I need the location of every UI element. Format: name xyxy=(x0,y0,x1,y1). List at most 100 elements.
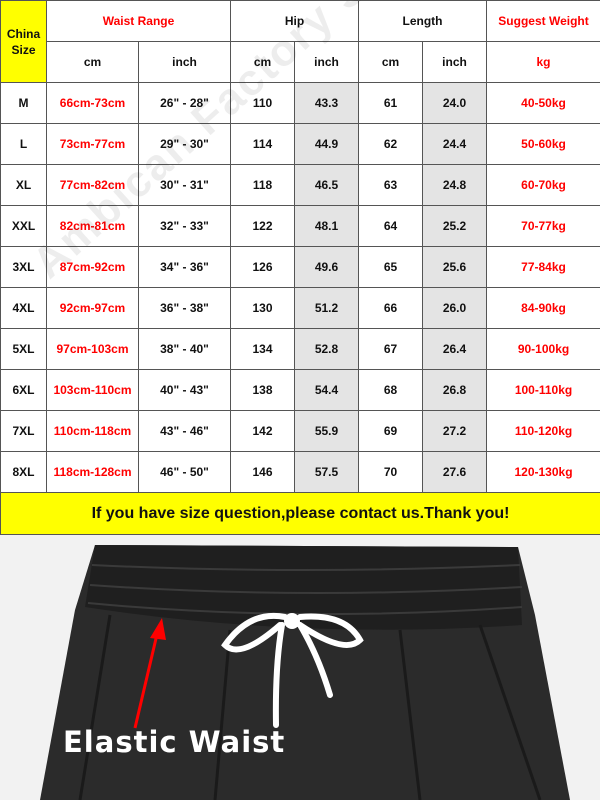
hip-inch-cell: 52.8 xyxy=(294,328,360,370)
hip-inch-cell: 48.1 xyxy=(294,205,360,247)
unit-weight-kg: kg xyxy=(486,41,600,83)
waist-cm-cell: 103cm-110cm xyxy=(46,369,139,411)
hip-cm-cell: 134 xyxy=(230,328,296,370)
product-photo: Elastic Waist xyxy=(0,535,600,800)
hip-inch-cell: 54.4 xyxy=(294,369,360,411)
weight-cell: 90-100kg xyxy=(486,328,600,370)
length-cm-cell: 70 xyxy=(358,451,424,493)
length-inch-cell: 26.0 xyxy=(422,287,488,329)
length-inch-cell: 27.2 xyxy=(422,410,488,452)
length-cm-cell: 68 xyxy=(358,369,424,411)
waist-cm-cell: 110cm-118cm xyxy=(46,410,139,452)
table-row: L 73cm-77cm 29" - 30" 114 44.9 62 24.4 50-60kg xyxy=(0,123,600,165)
table-row: 4XL 92cm-97cm 36" - 38" 130 51.2 66 26.0 84-90k… xyxy=(0,287,600,329)
waist-cm-cell: 66cm-73cm xyxy=(46,82,139,124)
waist-cm-cell: 92cm-97cm xyxy=(46,287,139,329)
header-waist-range: Waist Range xyxy=(45,0,232,42)
weight-cell: 50-60kg xyxy=(486,123,600,165)
length-inch-cell: 24.8 xyxy=(422,164,488,206)
drawstring-icon xyxy=(221,612,364,728)
drawstring-knot xyxy=(284,613,300,629)
length-inch-cell: 26.8 xyxy=(422,369,488,411)
table-row: 7XL 110cm-118cm 43" - 46" 142 55.9 69 27.2 110-… xyxy=(0,410,600,452)
unit-waist-inch: inch xyxy=(137,41,232,83)
table-row: 3XL 87cm-92cm 34" - 36" 126 49.6 65 25.6 77-84k… xyxy=(0,246,600,288)
length-inch-cell: 26.4 xyxy=(422,328,488,370)
weight-cell: 120-130kg xyxy=(486,451,600,493)
length-cm-cell: 67 xyxy=(358,328,424,370)
waist-cm-cell: 82cm-81cm xyxy=(46,205,139,247)
hip-inch-cell: 46.5 xyxy=(294,164,360,206)
pleats xyxy=(78,614,542,800)
weight-cell: 40-50kg xyxy=(486,82,600,124)
hip-cm-cell: 142 xyxy=(230,410,296,452)
length-cm-cell: 63 xyxy=(358,164,424,206)
size-cell: 5XL xyxy=(0,328,47,370)
hip-cm-cell: 122 xyxy=(230,205,296,247)
size-chart: China Size Waist Range Hip Length Sugges… xyxy=(0,0,600,535)
length-inch-cell: 25.6 xyxy=(422,246,488,288)
waist-inch-cell: 43" - 46" xyxy=(137,410,232,452)
elastic-waist-caption: Elastic Waist xyxy=(63,725,286,759)
table-row: 8XL 118cm-128cm 46" - 50" 146 57.5 70 27.6 120-… xyxy=(0,451,600,493)
weight-cell: 84-90kg xyxy=(486,287,600,329)
size-cell: L xyxy=(0,123,47,165)
hip-inch-cell: 44.9 xyxy=(294,123,360,165)
size-table: China Size Waist Range Hip Length Sugges… xyxy=(0,0,600,535)
length-inch-cell: 27.6 xyxy=(422,451,488,493)
size-cell: 7XL xyxy=(0,410,47,452)
waist-cm-cell: 118cm-128cm xyxy=(46,451,139,493)
waist-cm-cell: 87cm-92cm xyxy=(46,246,139,288)
size-cell: XXL xyxy=(0,205,47,247)
hip-cm-cell: 146 xyxy=(230,451,296,493)
weight-cell: 110-120kg xyxy=(486,410,600,452)
hip-cm-cell: 130 xyxy=(230,287,296,329)
length-inch-cell: 24.0 xyxy=(422,82,488,124)
length-cm-cell: 69 xyxy=(358,410,424,452)
hip-inch-cell: 49.6 xyxy=(294,246,360,288)
table-row: M 66cm-73cm 26" - 28" 110 43.3 61 24.0 40-50kg xyxy=(0,82,600,124)
hip-cm-cell: 118 xyxy=(230,164,296,206)
waist-inch-cell: 38" - 40" xyxy=(137,328,232,370)
hip-inch-cell: 51.2 xyxy=(294,287,360,329)
hip-inch-cell: 43.3 xyxy=(294,82,360,124)
arrow-head-icon xyxy=(150,618,166,640)
table-row: XXL 82cm-81cm 32" - 33" 122 48.1 64 25.2 70-77k… xyxy=(0,205,600,247)
length-cm-cell: 64 xyxy=(358,205,424,247)
header-length: Length xyxy=(358,0,488,42)
size-cell: 6XL xyxy=(0,369,47,411)
table-row: 5XL 97cm-103cm 38" - 40" 134 52.8 67 26.4 90-10… xyxy=(0,328,600,370)
header-suggest-weight: Suggest Weight xyxy=(486,0,600,42)
hip-cm-cell: 110 xyxy=(230,82,296,124)
pants-illustration xyxy=(40,545,570,800)
waist-inch-cell: 29" - 30" xyxy=(137,123,232,165)
table-row: XL 77cm-82cm 30" - 31" 118 46.5 63 24.8 60-70kg xyxy=(0,164,600,206)
waistband xyxy=(85,545,522,630)
waist-inch-cell: 32" - 33" xyxy=(137,205,232,247)
waist-inch-cell: 40" - 43" xyxy=(137,369,232,411)
hip-cm-cell: 126 xyxy=(230,246,296,288)
waist-cm-cell: 73cm-77cm xyxy=(46,123,139,165)
weight-cell: 70-77kg xyxy=(486,205,600,247)
table-row: 6XL 103cm-110cm 40" - 43" 138 54.4 68 26.8 100-… xyxy=(0,369,600,411)
size-cell: 8XL xyxy=(0,451,47,493)
size-cell: XL xyxy=(0,164,47,206)
hip-cm-cell: 138 xyxy=(230,369,296,411)
size-cell: M xyxy=(0,82,47,124)
waist-inch-cell: 46" - 50" xyxy=(137,451,232,493)
waist-inch-cell: 30" - 31" xyxy=(137,164,232,206)
contact-footer: If you have size question,please contact… xyxy=(0,492,600,535)
unit-hip-cm: cm xyxy=(230,41,296,83)
weight-cell: 60-70kg xyxy=(486,164,600,206)
unit-hip-inch: inch xyxy=(294,41,360,83)
length-inch-cell: 24.4 xyxy=(422,123,488,165)
waist-inch-cell: 26" - 28" xyxy=(137,82,232,124)
length-cm-cell: 61 xyxy=(358,82,424,124)
size-cell: 4XL xyxy=(0,287,47,329)
length-cm-cell: 65 xyxy=(358,246,424,288)
hip-cm-cell: 114 xyxy=(230,123,296,165)
unit-length-cm: cm xyxy=(358,41,424,83)
length-inch-cell: 25.2 xyxy=(422,205,488,247)
weight-cell: 100-110kg xyxy=(486,369,600,411)
length-cm-cell: 62 xyxy=(358,123,424,165)
